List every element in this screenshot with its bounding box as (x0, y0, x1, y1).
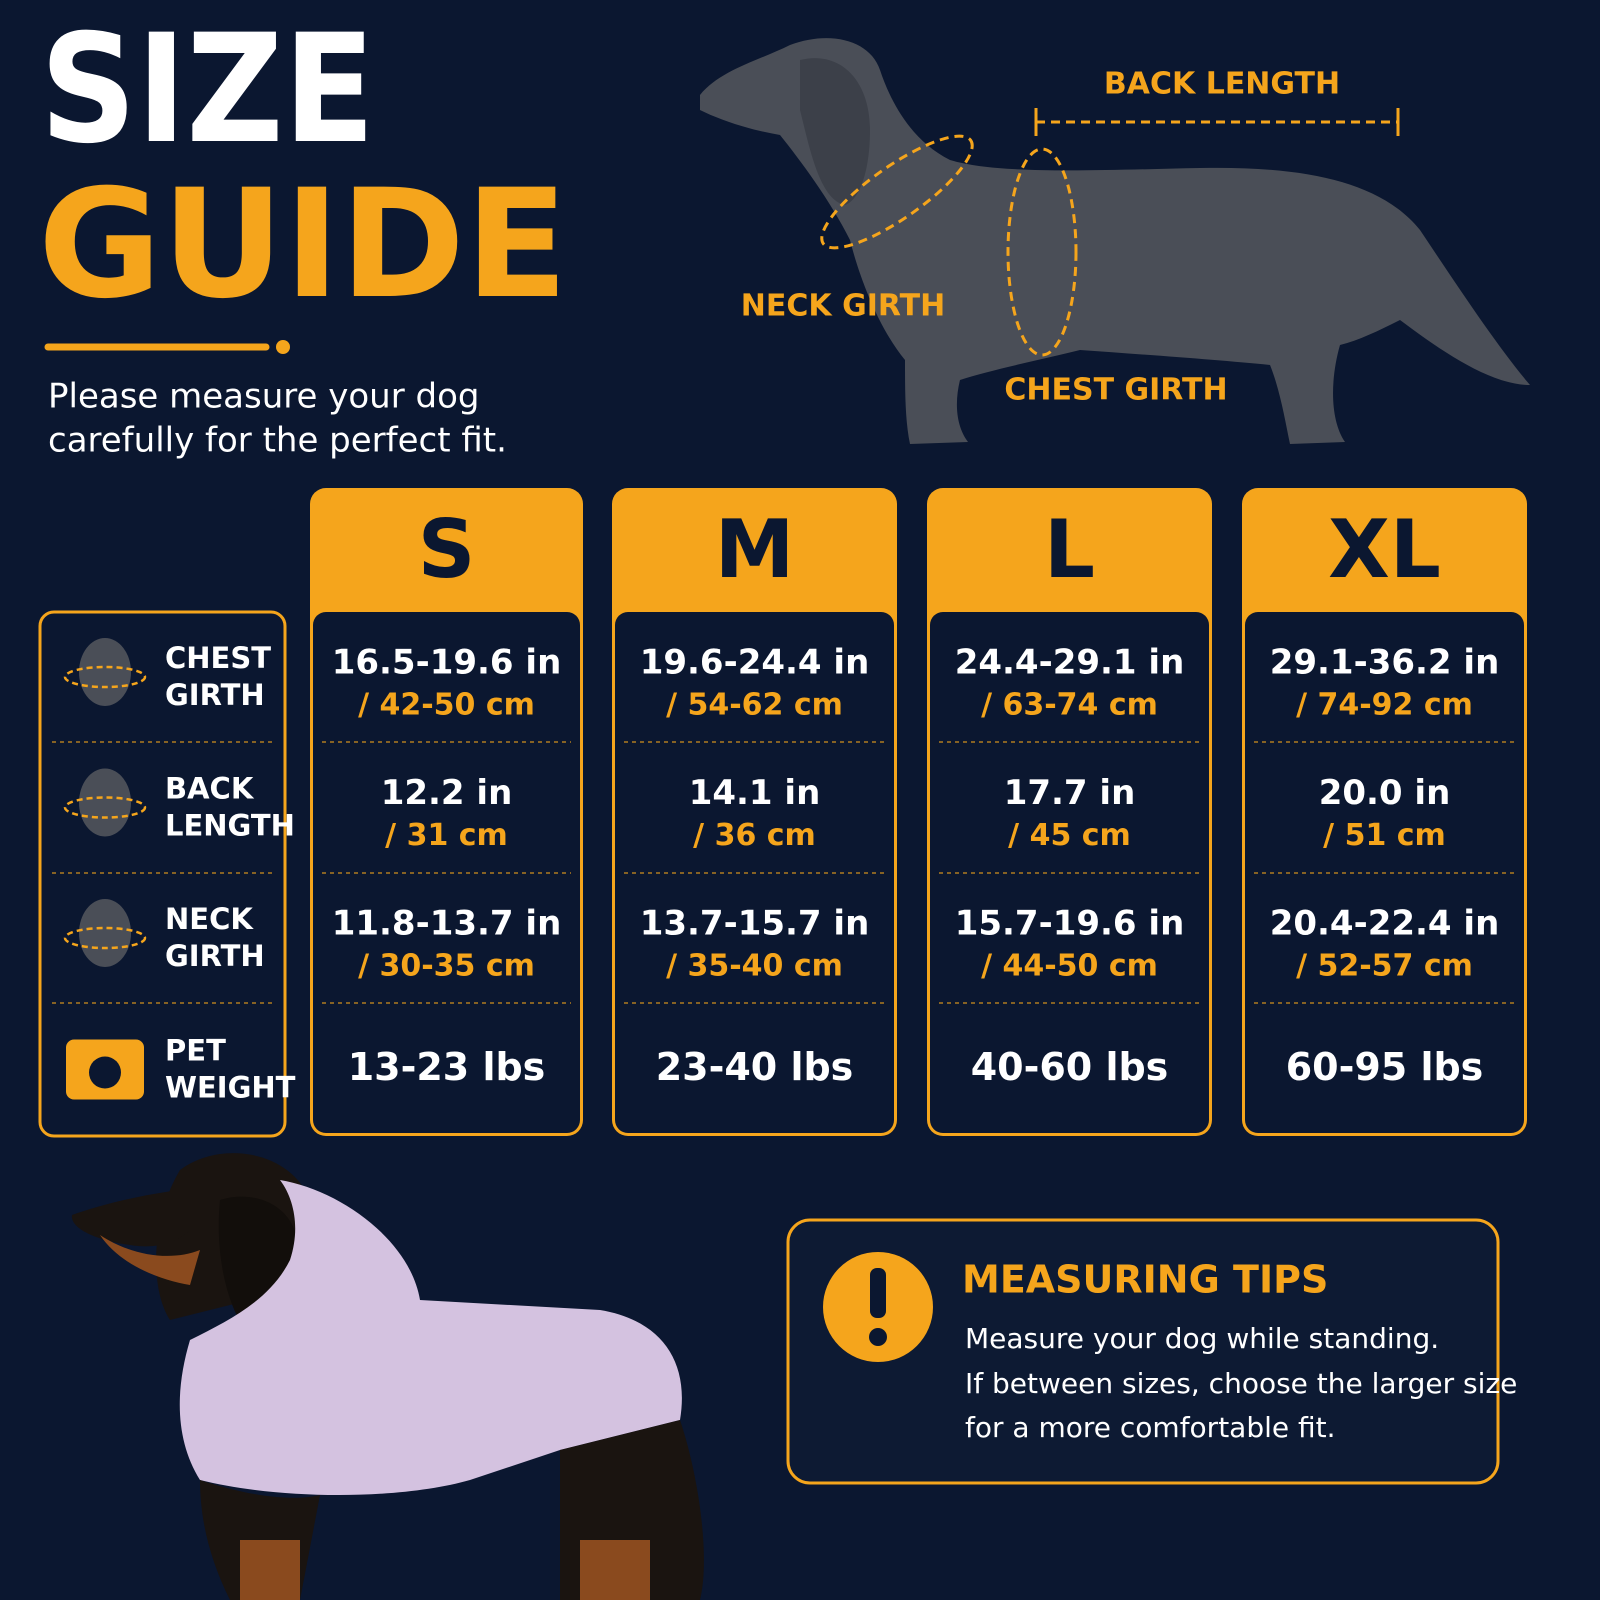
cell-inches: 29.1-36.2 in (1270, 643, 1500, 683)
tips-line: If between sizes, choose the larger size (965, 1367, 1517, 1400)
row-label: GIRTH (165, 678, 265, 712)
row-label: PET (165, 1034, 226, 1068)
cell-cm: / 31 cm (385, 818, 508, 853)
dog-silhouette (700, 38, 1530, 445)
cell-inches: 13.7-15.7 in (640, 904, 870, 944)
cell-cm: / 44-50 cm (981, 949, 1158, 984)
cell-cm: / 35-40 cm (666, 949, 843, 984)
cell-cm: / 63-74 cm (981, 688, 1158, 723)
back-length-label: BACK LENGTH (1104, 67, 1340, 102)
neck-girth-marker (820, 134, 974, 250)
cell-inches: 11.8-13.7 in (332, 904, 562, 944)
dog-diagram: BACK LENGTH NECK GIRTH CHEST GIRTH (700, 38, 1530, 445)
cell-cm: / 52-57 cm (1296, 949, 1473, 984)
size-header: L (1044, 503, 1095, 596)
cell-inches: 19.6-24.4 in (640, 643, 870, 683)
tips-panel (786, 1218, 1500, 1485)
row-icon (89, 1056, 121, 1089)
row-icon (63, 796, 147, 819)
row-icon (79, 899, 131, 967)
dog-snout (71, 1190, 190, 1247)
row-label: LENGTH (165, 809, 295, 843)
tips-box: MEASURING TIPS Measure your dog while st… (786, 1218, 1517, 1485)
cell-cm: / 45 cm (1008, 818, 1131, 853)
cell-value: 13-23 lbs (348, 1045, 546, 1089)
dog-legs (240, 1540, 650, 1600)
row-icon (63, 926, 147, 950)
cell-value: 23-40 lbs (656, 1045, 854, 1089)
row-icon (79, 768, 131, 837)
cell-cm: / 36 cm (693, 818, 816, 853)
cell-cm: / 54-62 cm (666, 688, 843, 723)
size-header: S (418, 503, 476, 596)
cell-inches: 24.4-29.1 in (955, 643, 1185, 683)
subtitle: Please measure your dog (48, 377, 479, 417)
cell-value: 40-60 lbs (971, 1045, 1169, 1089)
cell-inches: 20.0 in (1319, 773, 1451, 813)
cell-cm: / 74-92 cm (1296, 688, 1473, 723)
size-header: M (715, 503, 795, 596)
cell-inches: 12.2 in (381, 773, 513, 813)
dog-photo (71, 1153, 704, 1600)
cell-cm: / 30-35 cm (358, 949, 535, 984)
row-label: WEIGHT (165, 1071, 296, 1105)
cell-inches: 14.1 in (689, 773, 821, 813)
dog-coat (179, 1180, 682, 1495)
dog-body (200, 1420, 704, 1600)
row-icon (79, 638, 131, 706)
cell-inches: 17.7 in (1004, 773, 1136, 813)
title-line2: GUIDE (38, 158, 568, 332)
tips-title: MEASURING TIPS (962, 1258, 1328, 1302)
row-icon (63, 665, 147, 689)
row-label: NECK (165, 902, 254, 936)
underline-dot (276, 340, 290, 354)
chest-girth-marker (1006, 147, 1078, 357)
cell-inches: 20.4-22.4 in (1270, 904, 1500, 944)
row-label: CHEST (165, 641, 271, 675)
tips-icon-bar (870, 1268, 886, 1318)
cell-cm: / 42-50 cm (358, 688, 535, 723)
tips-line: Measure your dog while standing. (965, 1322, 1439, 1355)
dog-jaw (100, 1235, 200, 1285)
cell-inches: 16.5-19.6 in (332, 643, 562, 683)
row-label: GIRTH (165, 939, 265, 973)
cell-inches: 15.7-19.6 in (955, 904, 1185, 944)
row-label: BACK (165, 772, 255, 806)
subtitle: carefully for the perfect fit. (48, 421, 507, 461)
dog-ear (800, 58, 870, 205)
size-header: XL (1328, 503, 1441, 596)
row-label-panel (38, 610, 287, 1138)
tips-icon-dot (869, 1328, 887, 1346)
cell-cm: / 51 cm (1323, 818, 1446, 853)
cell-value: 60-95 lbs (1286, 1045, 1484, 1089)
neck-girth-label: NECK GIRTH (741, 289, 945, 324)
tips-line: for a more comfortable fit. (965, 1411, 1336, 1444)
title-line1: SIZE (40, 3, 375, 177)
chest-girth-label: CHEST GIRTH (1004, 373, 1227, 408)
